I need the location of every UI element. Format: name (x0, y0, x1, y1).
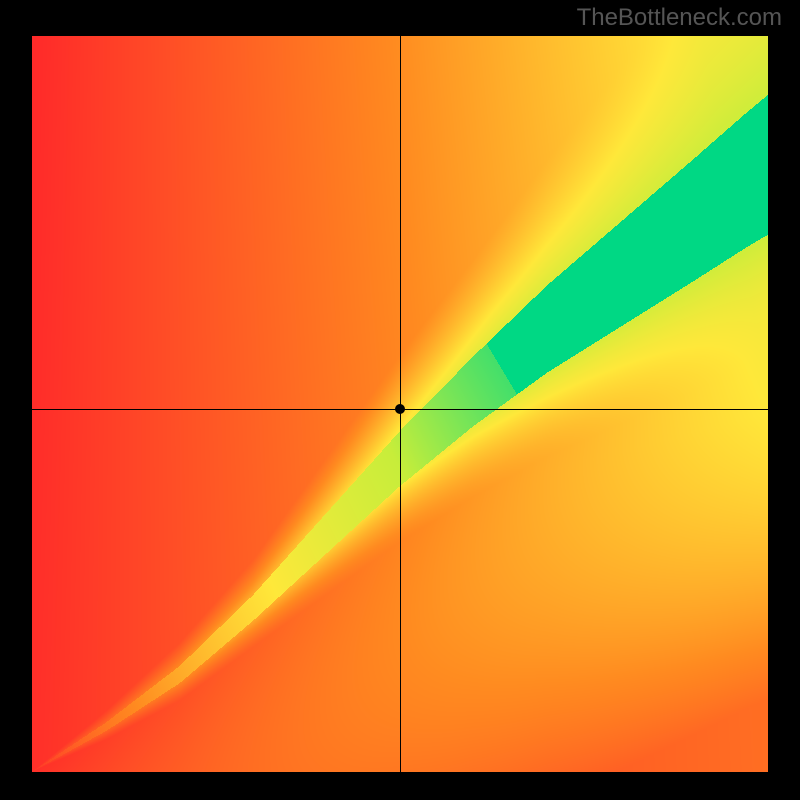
watermark-text: TheBottleneck.com (577, 4, 782, 32)
crosshair-marker-dot (395, 404, 405, 414)
heatmap-plot (32, 36, 768, 772)
chart-container: TheBottleneck.com (0, 0, 800, 800)
